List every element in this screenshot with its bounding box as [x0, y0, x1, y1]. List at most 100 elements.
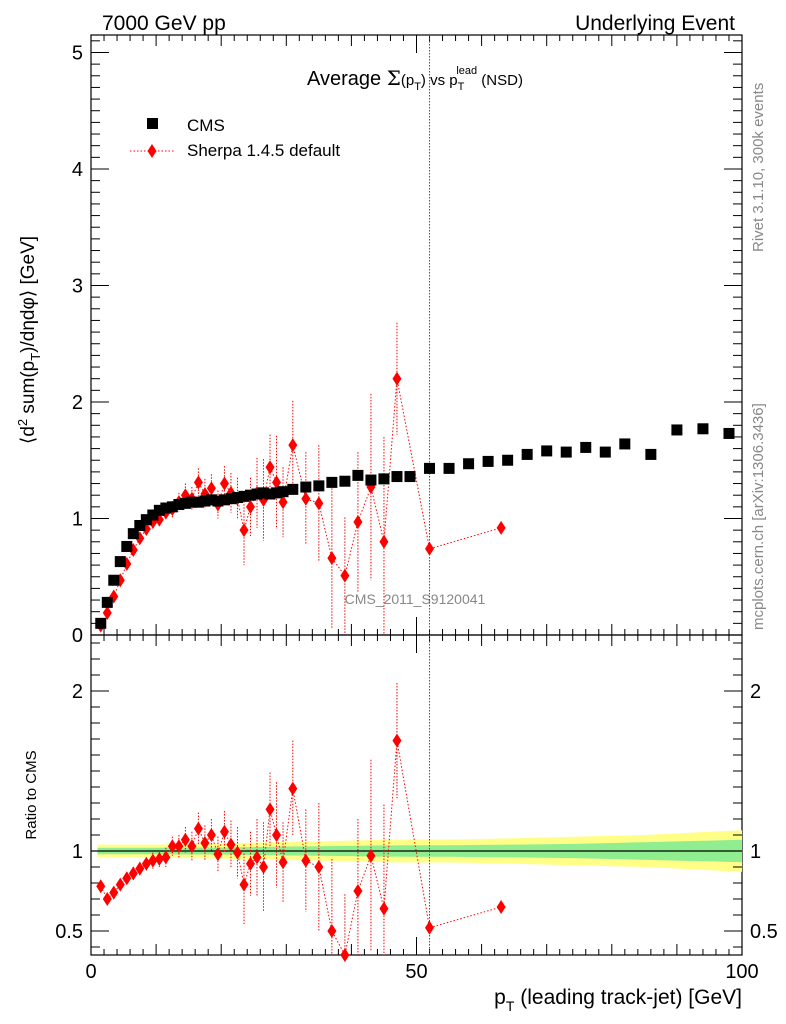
sherpa-point [496, 520, 506, 535]
main-y-tick-labels: 0 1 2 3 4 5 [72, 42, 83, 647]
cms-point [166, 501, 178, 513]
main-data-series [95, 423, 735, 629]
cms-point [127, 528, 139, 540]
cms-point [424, 462, 436, 474]
ratio-sherpa-point [135, 861, 145, 876]
y-tick-label-right: 2 [750, 681, 761, 703]
cms-point [173, 499, 185, 511]
y-tick-label-right: 0.5 [750, 921, 778, 943]
mcplots-label: mcplots.cern.ch [arXiv:1306.3436] [750, 403, 767, 630]
cms-point [723, 427, 735, 439]
cms-point [271, 487, 283, 499]
cms-point [560, 446, 572, 458]
main-ticks [90, 35, 743, 636]
ratio-sherpa-point [128, 866, 138, 881]
ratio-plot-frame [90, 634, 743, 956]
plot-title: Average Σ(pT) vs pTlead (NSD) [307, 65, 523, 93]
ratio-sherpa-point [265, 802, 275, 817]
sherpa-point [301, 491, 311, 506]
y-tick-label: 3 [72, 275, 83, 297]
ratio-mc-series [96, 635, 506, 962]
ratio-sherpa-point [213, 847, 223, 862]
ratio-sherpa-line [100, 740, 502, 957]
header-right: Underlying Event [575, 12, 735, 35]
cms-point [179, 497, 191, 509]
ratio-sherpa-point [187, 839, 197, 854]
sherpa-point [206, 481, 216, 496]
sherpa-point [193, 475, 203, 490]
y-tick-label: 0 [72, 625, 83, 647]
ratio-sherpa-point [252, 850, 262, 865]
ratio-sherpa-point [353, 884, 363, 898]
sherpa-point [219, 476, 229, 491]
sherpa-point [314, 496, 324, 511]
cms-point [134, 519, 146, 531]
ratio-sherpa-point [425, 920, 435, 935]
cms-point [339, 475, 351, 487]
cms-point [443, 462, 455, 474]
sherpa-point [327, 551, 337, 566]
ratio-sherpa-point [301, 853, 311, 868]
ratio-y-axis-label: Ratio to CMS [23, 750, 40, 839]
cms-point [114, 556, 126, 568]
ratio-sherpa-point [245, 856, 255, 871]
cms-point [264, 488, 276, 500]
cms-point [599, 446, 611, 458]
legend-marker-cms [147, 118, 158, 129]
main-y-axis-label: ⟨d2 sum(pT)/dηdφ⟩ [GeV] [15, 236, 43, 444]
cms-point [199, 495, 211, 507]
cms-point [258, 487, 270, 499]
ratio-sherpa-point [278, 855, 288, 870]
y-tick-label: 5 [72, 42, 83, 64]
ratio-sherpa-point [259, 860, 269, 874]
sherpa-point [340, 568, 350, 583]
cms-point [244, 489, 256, 501]
ratio-sherpa-point [161, 850, 171, 865]
legend-marker-sherpa [147, 144, 157, 158]
cms-point [205, 494, 217, 506]
sherpa-point [102, 605, 112, 620]
cms-point [404, 471, 416, 483]
ratio-sherpa-point [206, 828, 216, 842]
cms-point [352, 469, 364, 481]
ratio-sherpa-point [167, 839, 177, 854]
rivet-label: Rivet 3.1.10, 300k events [750, 83, 767, 252]
ratio-sherpa-point [102, 892, 112, 906]
y-tick-label: 0.5 [55, 921, 83, 943]
cms-point [378, 473, 390, 485]
sherpa-point [278, 495, 288, 510]
y-tick-label: 2 [72, 392, 83, 414]
cms-point [619, 438, 631, 450]
cms-point [140, 514, 152, 526]
cms-point [645, 448, 657, 460]
ratio-sherpa-point [193, 821, 203, 836]
ratio-y-tick-labels: 0.5 0.5 1 1 2 2 [55, 681, 778, 943]
sherpa-point [353, 514, 363, 529]
x-axis-label: pT (leading track-jet) [GeV] [494, 986, 742, 1014]
ratio-sherpa-point [115, 877, 125, 892]
x-tick-label: 100 [725, 961, 758, 983]
ratio-sherpa-point [109, 885, 119, 900]
ratio-sherpa-point [239, 877, 249, 892]
sherpa-point [425, 541, 435, 556]
sherpa-point [272, 475, 282, 490]
y-tick-label: 1 [72, 841, 83, 863]
ratio-sherpa-point [200, 836, 210, 850]
ratio-sherpa-point [96, 879, 106, 894]
cms-point [225, 493, 237, 505]
watermark: CMS_2011_S9120041 [345, 591, 486, 607]
sherpa-point [245, 499, 255, 514]
ratio-sherpa-point [232, 845, 242, 860]
x-tick-labels: 0 50 100 [85, 961, 758, 983]
cms-point [300, 481, 312, 493]
cms-point [365, 474, 377, 486]
cms-point [101, 596, 113, 608]
ratio-sherpa-point [288, 781, 298, 796]
cms-point [160, 502, 172, 514]
ratio-sherpa-point [327, 924, 337, 938]
y-tick-label: 4 [72, 159, 83, 181]
ratio-ticks [90, 635, 743, 955]
cms-point [238, 490, 250, 502]
cms-point [95, 617, 107, 629]
y-tick-label-right: 1 [750, 841, 761, 863]
